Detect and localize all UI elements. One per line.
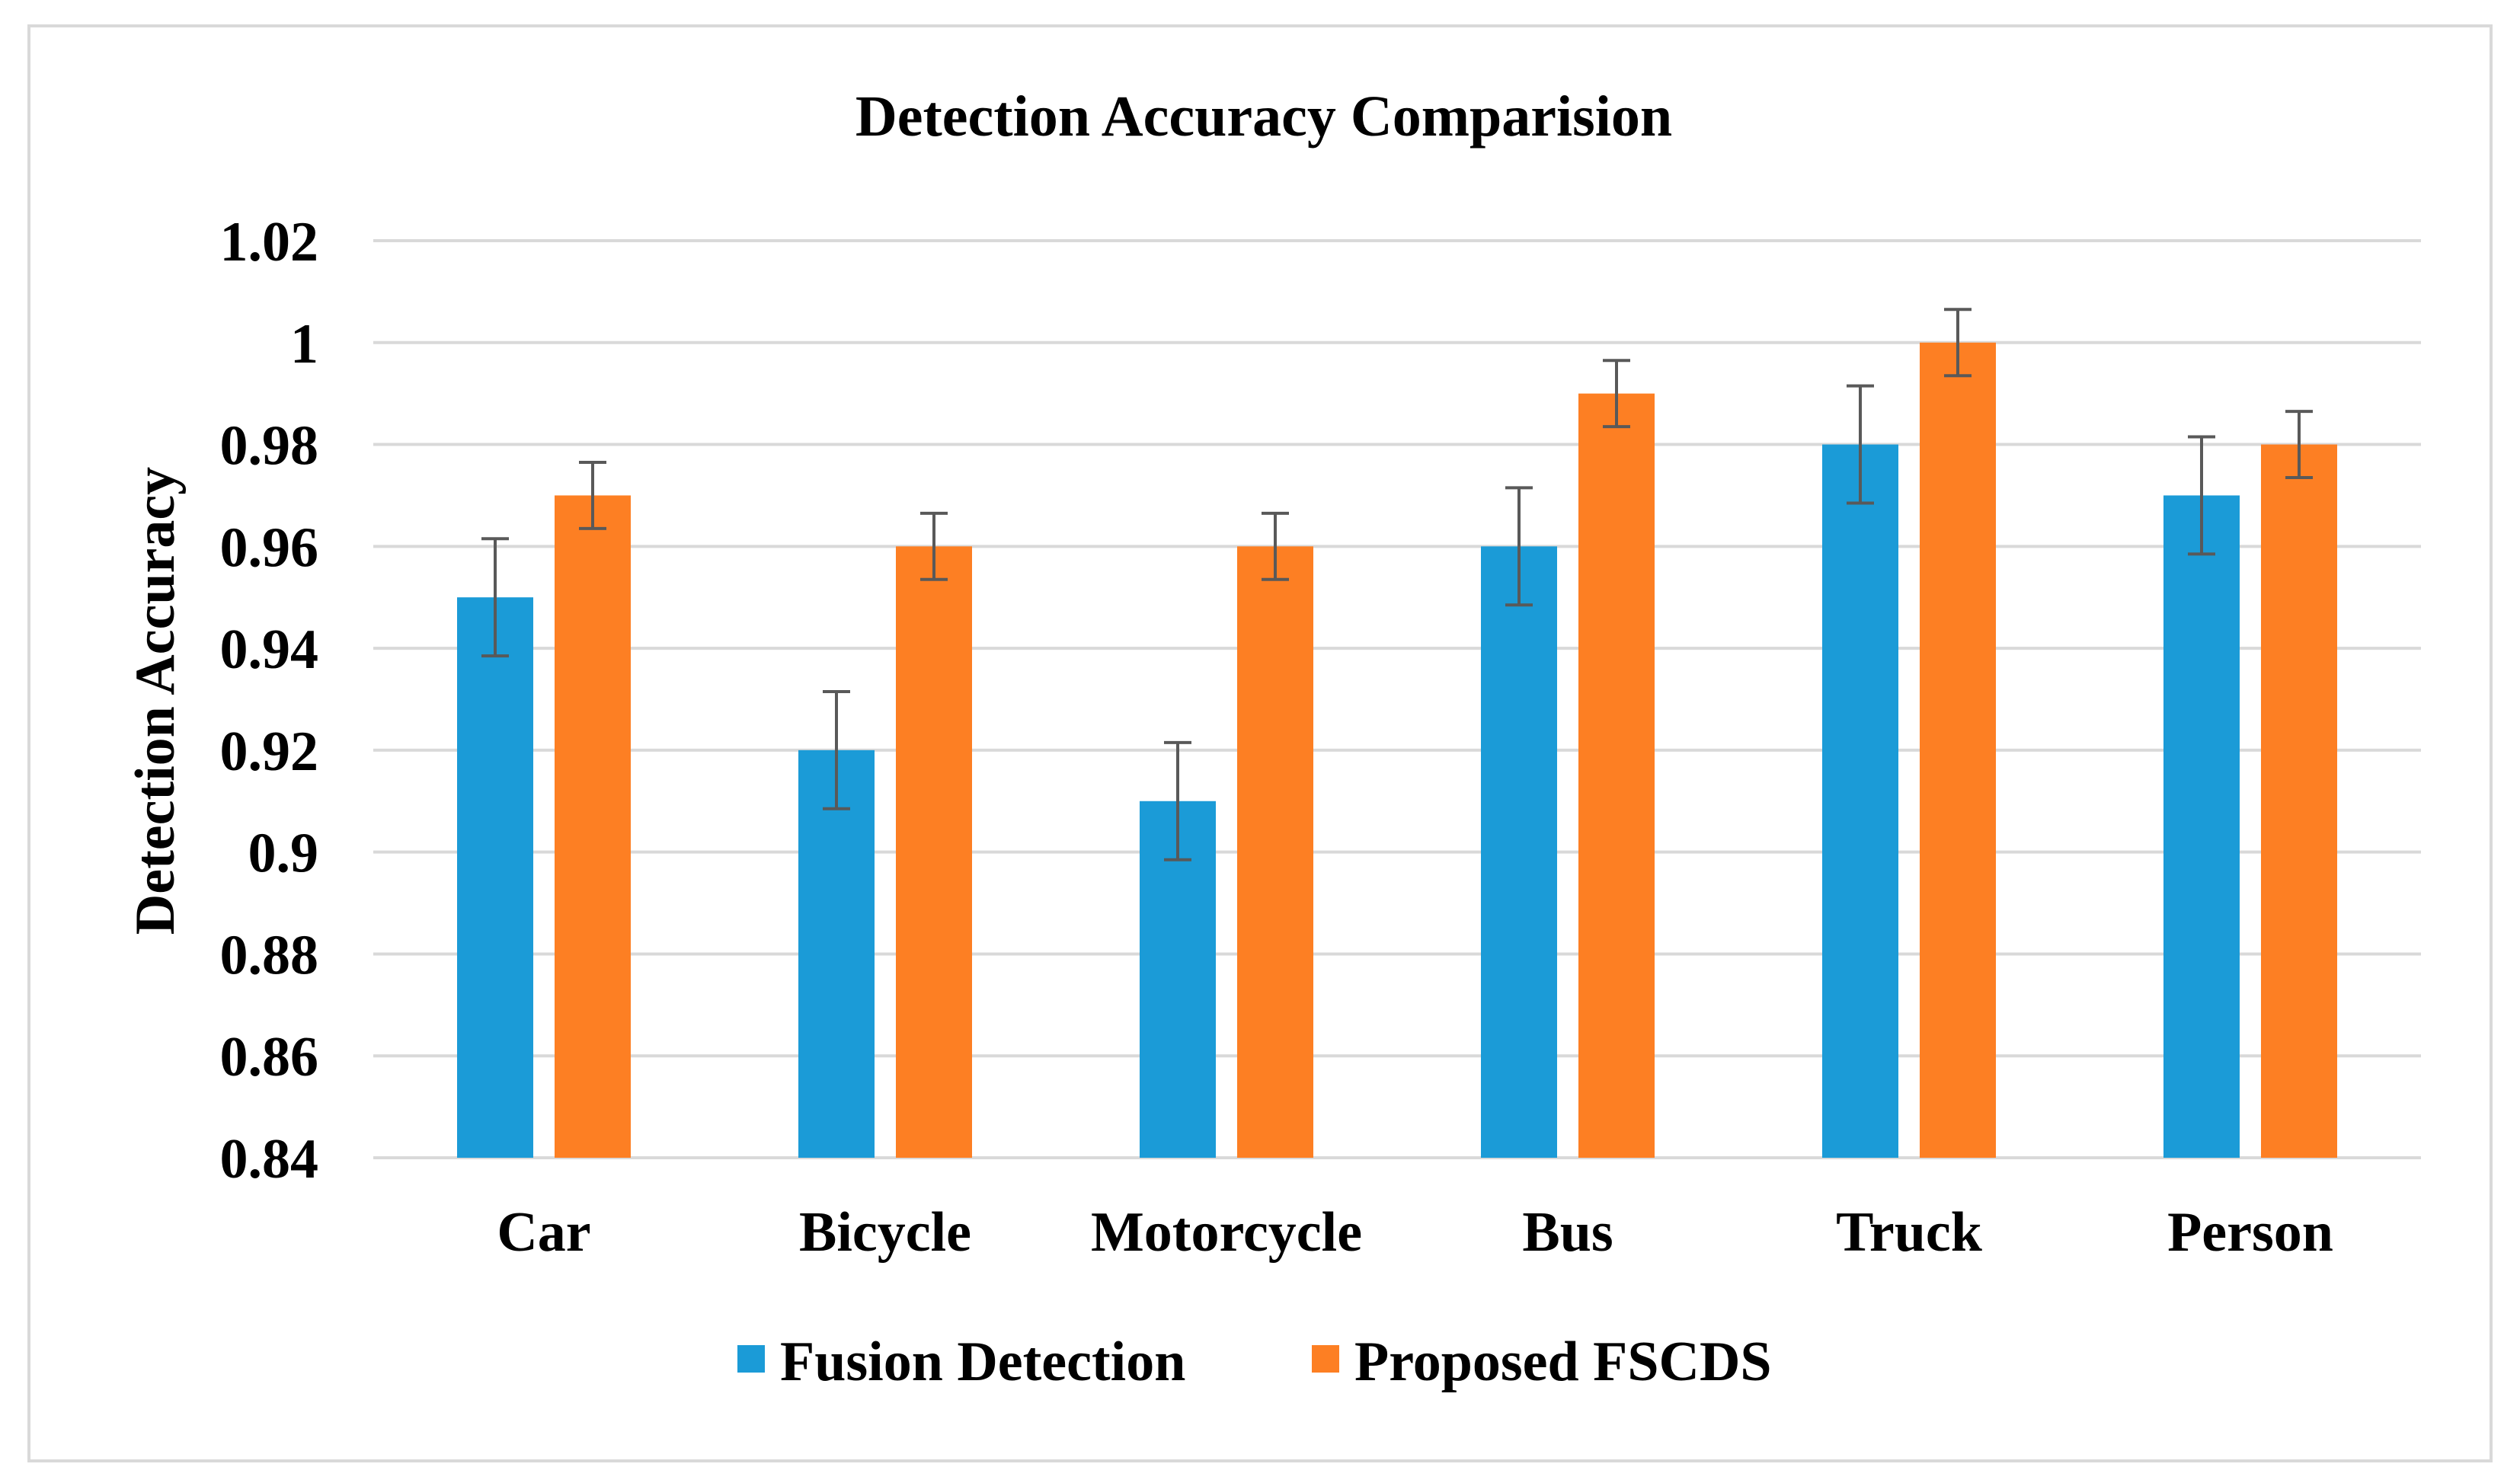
legend-swatch: [737, 1345, 765, 1373]
bar-fusion-detection-bus: [1481, 546, 1557, 1158]
error-bars-group: [481, 308, 2313, 861]
legend-label: Proposed FSCDS: [1354, 1331, 1772, 1393]
y-tick-label: 0.98: [220, 415, 319, 478]
error-bar: [2285, 410, 2313, 480]
x-axis-ticks: Car Bicycle Motorcycle Bus Truck Person: [497, 1201, 2333, 1264]
bar-fusion-detection-bicycle: [798, 749, 875, 1158]
error-bar: [1164, 740, 1191, 861]
y-tick-label: 0.92: [220, 721, 319, 783]
error-bar: [2188, 435, 2215, 556]
legend-item: Fusion Detection: [737, 1331, 1185, 1393]
bar-proposed-fscds-bus: [1578, 393, 1655, 1158]
legend-item: Proposed FSCDS: [1312, 1331, 1772, 1393]
y-tick-label: 0.86: [220, 1026, 319, 1088]
y-tick-label: 0.9: [248, 823, 319, 885]
y-tick-label: 0.88: [220, 924, 319, 986]
bar-fusion-detection-truck: [1822, 444, 1898, 1158]
error-bar: [823, 689, 850, 810]
error-bar: [481, 537, 509, 658]
chart-title: Detection Accuracy Comparision: [855, 85, 1672, 149]
bar-proposed-fscds-motorcycle: [1237, 546, 1313, 1158]
gridlines: [373, 239, 2421, 1159]
y-tick-label: 1.02: [220, 211, 319, 273]
bar-fusion-detection-person: [2163, 495, 2240, 1158]
bars-group: [457, 342, 2337, 1158]
x-tick-label: Person: [2167, 1201, 2333, 1264]
legend-label: Fusion Detection: [780, 1331, 1185, 1393]
y-tick-label: 0.94: [220, 618, 319, 681]
bar-proposed-fscds-person: [2261, 444, 2337, 1158]
error-bar: [1262, 511, 1289, 581]
bar-proposed-fscds-car: [555, 495, 631, 1158]
y-tick-label: 1: [290, 313, 318, 376]
bar-proposed-fscds-bicycle: [896, 546, 972, 1158]
y-tick-label: 0.96: [220, 516, 319, 579]
x-tick-label: Car: [497, 1201, 590, 1264]
x-tick-label: Motorcycle: [1091, 1201, 1362, 1264]
bar-fusion-detection-car: [457, 597, 533, 1158]
error-bar: [1603, 359, 1630, 429]
legend-swatch: [1312, 1345, 1339, 1373]
y-axis-ticks: 0.84 0.86 0.88 0.9 0.92 0.94 0.96 0.98 1 1.02: [220, 211, 319, 1191]
x-tick-label: Bicycle: [799, 1201, 971, 1264]
x-tick-label: Truck: [1836, 1201, 1983, 1264]
error-bar: [1944, 308, 1972, 378]
error-bar: [1847, 384, 1874, 505]
legend: Fusion Detection Proposed FSCDS: [737, 1331, 1772, 1393]
y-tick-label: 0.84: [220, 1128, 319, 1191]
x-tick-label: Bus: [1522, 1201, 1613, 1264]
error-bar: [920, 511, 948, 581]
error-bar: [1505, 486, 1533, 607]
error-bar: [579, 460, 606, 530]
y-axis-label: Detection Accuracy: [124, 467, 187, 935]
bar-proposed-fscds-truck: [1920, 342, 1996, 1158]
